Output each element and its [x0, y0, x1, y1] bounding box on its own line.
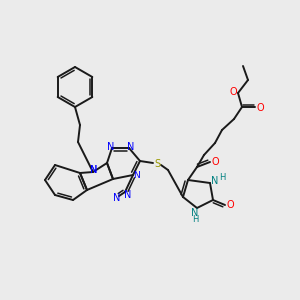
Text: N: N	[134, 172, 140, 181]
Text: O: O	[229, 87, 237, 97]
Text: S: S	[154, 159, 160, 169]
Text: N: N	[90, 165, 98, 175]
Text: H: H	[219, 173, 225, 182]
Text: N: N	[113, 193, 121, 203]
Text: N: N	[124, 190, 132, 200]
Text: N: N	[107, 142, 115, 152]
Text: H: H	[192, 215, 198, 224]
Text: O: O	[256, 103, 264, 113]
Text: N: N	[127, 142, 135, 152]
Text: N: N	[90, 165, 98, 175]
Text: N: N	[211, 176, 219, 186]
Text: N: N	[191, 208, 199, 218]
Text: O: O	[226, 200, 234, 210]
Text: O: O	[211, 157, 219, 167]
